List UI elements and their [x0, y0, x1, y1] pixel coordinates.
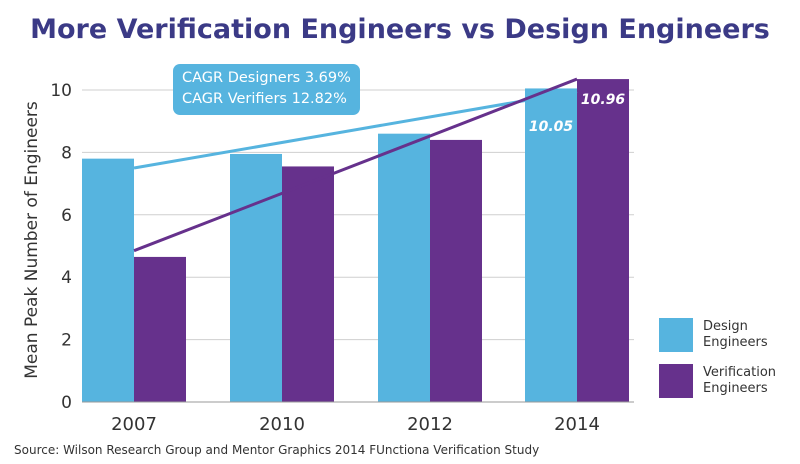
source-note: Source: Wilson Research Group and Mentor…	[14, 443, 540, 457]
bar-verification-2010	[282, 166, 334, 402]
data-label-verification-2014: 10.96	[581, 92, 626, 108]
y-tick-label-6: 6	[61, 206, 72, 226]
y-tick-label-0: 0	[61, 393, 72, 413]
trend-line-design	[133, 90, 578, 170]
bar-verification-2014	[577, 79, 629, 402]
x-tick-label-2014: 2014	[554, 414, 600, 435]
y-tick-label-8: 8	[61, 143, 72, 163]
chart-title: More Verification Engineers vs Design En…	[30, 14, 770, 45]
x-tick-label-2010: 2010	[259, 414, 305, 435]
legend-swatch-verification	[659, 364, 693, 398]
bar-verification-2007	[134, 256, 186, 402]
data-label-design-2014: 10.05	[529, 119, 574, 135]
legend-label-verification: Verification Engineers	[703, 365, 777, 396]
bar-design-2010	[230, 153, 282, 402]
cagr-callout: CAGR Designers 3.69% CAGR Verifiers 12.8…	[173, 64, 360, 115]
x-tick-label-2012: 2012	[407, 414, 453, 435]
bar-design-2007	[82, 158, 134, 402]
cagr-designers-label: CAGR Designers 3.69%	[182, 70, 351, 86]
legend-label-design: Design Engineers	[703, 319, 768, 350]
y-tick-label-10: 10	[50, 81, 72, 101]
x-tick-label-2007: 2007	[111, 414, 157, 435]
y-tick-label-4: 4	[61, 268, 72, 288]
y-axis-label: Mean Peak Number of Engineers	[22, 101, 42, 379]
legend-swatch-design	[659, 318, 693, 352]
y-tick-label-2: 2	[61, 331, 72, 351]
cagr-verifiers-label: CAGR Verifiers 12.82%	[182, 91, 347, 107]
trend-line-verification	[133, 77, 578, 253]
bar-design-2014	[525, 88, 577, 402]
bar-design-2012	[378, 133, 430, 402]
bar-verification-2012	[430, 139, 482, 403]
